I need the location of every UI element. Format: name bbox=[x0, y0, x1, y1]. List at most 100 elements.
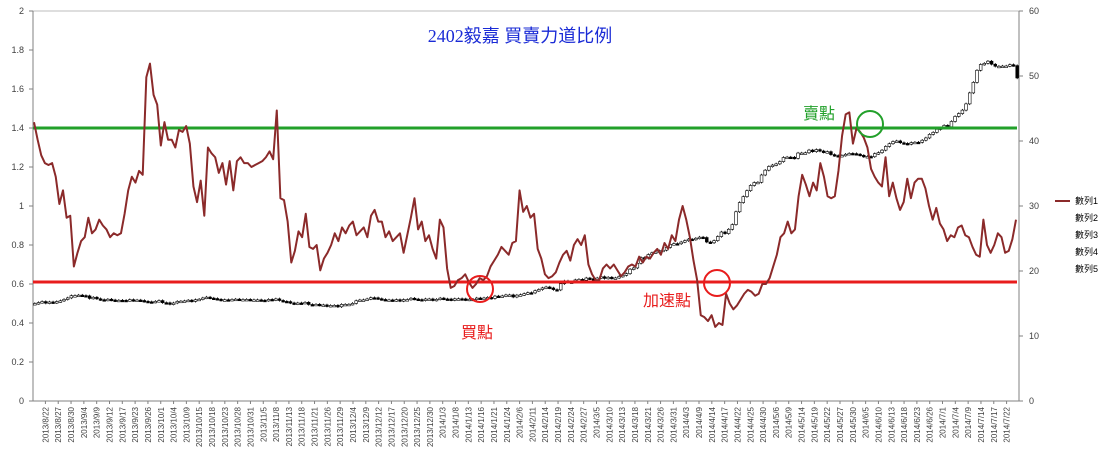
price-candle bbox=[632, 267, 636, 270]
price-candle bbox=[697, 236, 702, 240]
price-candle bbox=[694, 237, 698, 241]
x-tick-label: 2014/7/1 bbox=[939, 406, 948, 438]
price-candle bbox=[628, 268, 632, 274]
price-candle bbox=[358, 299, 362, 302]
x-tick-label: 2014/3/18 bbox=[631, 406, 640, 442]
x-tick-label: 2013/12/30 bbox=[426, 406, 435, 447]
y2-tick-label: 0 bbox=[1029, 396, 1034, 406]
price-candle bbox=[237, 298, 242, 302]
x-tick-label: 2014/6/18 bbox=[900, 406, 909, 442]
x-tick-label: 2013/9/9 bbox=[93, 406, 102, 438]
price-candle bbox=[854, 153, 859, 156]
price-candle bbox=[613, 277, 618, 280]
price-candle bbox=[909, 142, 913, 145]
price-candle bbox=[935, 129, 939, 133]
price-candle bbox=[131, 299, 136, 302]
price-candle bbox=[160, 300, 165, 303]
x-tick-label: 2013/12/17 bbox=[387, 406, 396, 447]
price-candle bbox=[255, 299, 260, 302]
price-candle bbox=[953, 116, 957, 122]
price-candle bbox=[588, 277, 592, 280]
x-tick-label: 2014/1/13 bbox=[464, 406, 473, 442]
x-tick-label: 2014/5/30 bbox=[849, 406, 858, 442]
price-candle bbox=[201, 297, 205, 300]
price-candle bbox=[456, 298, 461, 301]
price-candle bbox=[544, 286, 548, 289]
price-candle bbox=[705, 237, 709, 243]
series-line-1 bbox=[33, 62, 1017, 328]
price-candle bbox=[153, 300, 158, 304]
price-candle bbox=[36, 302, 41, 305]
price-candle bbox=[193, 299, 198, 302]
x-tick-label: 2013/12/12 bbox=[375, 406, 384, 447]
x-tick-label: 2014/2/6 bbox=[516, 406, 525, 438]
price-candle bbox=[248, 299, 252, 302]
x-tick-label: 2013/10/31 bbox=[246, 406, 255, 447]
price-candle bbox=[146, 301, 150, 304]
x-tick-label: 2014/6/5 bbox=[862, 406, 871, 438]
y-tick-label: 1.6 bbox=[11, 84, 24, 94]
price-candle bbox=[891, 141, 895, 145]
price-candle bbox=[343, 304, 347, 307]
price-candle bbox=[208, 296, 212, 300]
price-candle bbox=[785, 156, 789, 160]
x-tick-label: 2014/1/16 bbox=[477, 406, 486, 442]
price-candle bbox=[712, 240, 716, 244]
price-candle bbox=[507, 294, 512, 297]
price-candle bbox=[701, 236, 705, 240]
price-candle bbox=[800, 152, 804, 155]
price-candle bbox=[190, 299, 194, 303]
price-candle bbox=[474, 297, 479, 300]
price-candle bbox=[241, 299, 245, 302]
x-tick-label: 2014/4/25 bbox=[746, 406, 755, 442]
price-candle bbox=[128, 299, 132, 302]
price-candle bbox=[997, 65, 1001, 69]
price-candle bbox=[602, 276, 607, 279]
price-candle bbox=[102, 299, 106, 302]
x-tick-label: 2014/5/14 bbox=[798, 406, 807, 442]
price-candle bbox=[789, 156, 793, 160]
price-candle bbox=[321, 304, 326, 307]
price-candle bbox=[876, 152, 881, 155]
price-candle bbox=[829, 151, 833, 155]
price-candle bbox=[186, 299, 190, 303]
y-axis-left: 0 0.2 0.4 0.6 0.8 1 1.2 1.4 1.6 1.8 2 bbox=[11, 6, 34, 406]
price-candle bbox=[325, 304, 329, 307]
price-candle bbox=[44, 301, 48, 304]
price-candle bbox=[270, 299, 274, 302]
x-tick-label: 2013/8/30 bbox=[67, 406, 76, 442]
y-tick-label: 0.6 bbox=[11, 279, 24, 289]
x-tick-label: 2013/10/23 bbox=[221, 406, 230, 447]
price-candle bbox=[91, 296, 95, 300]
x-tick-label: 2013/10/4 bbox=[170, 406, 179, 442]
y2-tick-label: 60 bbox=[1029, 6, 1039, 16]
price-candle bbox=[427, 298, 431, 301]
y2-tick-label: 50 bbox=[1029, 71, 1039, 81]
price-candle bbox=[734, 211, 738, 225]
price-candle bbox=[683, 240, 687, 243]
price-candle bbox=[179, 300, 183, 304]
price-candle bbox=[339, 304, 344, 308]
x-tick-label: 2014/7/22 bbox=[1003, 406, 1012, 442]
price-candle bbox=[880, 149, 884, 153]
price-candle bbox=[142, 300, 147, 303]
x-tick-label: 2013/10/1 bbox=[157, 406, 166, 442]
price-candle bbox=[230, 299, 234, 302]
price-candle bbox=[453, 298, 457, 301]
price-candle bbox=[361, 299, 366, 302]
price-candle bbox=[540, 287, 545, 290]
price-candle bbox=[949, 121, 954, 127]
x-tick-label: 2014/6/13 bbox=[887, 406, 896, 442]
price-candle bbox=[606, 276, 610, 280]
x-tick-label: 2014/3/31 bbox=[669, 406, 678, 442]
price-candle bbox=[409, 297, 413, 301]
x-tick-label: 2014/7/4 bbox=[951, 406, 960, 438]
price-candle bbox=[252, 299, 256, 302]
price-candle bbox=[902, 142, 906, 145]
price-candle bbox=[164, 302, 168, 305]
legend-entry-3: 數列3 bbox=[1075, 229, 1098, 240]
price-candle bbox=[967, 92, 972, 105]
x-tick-label: 2014/6/26 bbox=[926, 406, 935, 442]
price-candle bbox=[445, 298, 450, 301]
